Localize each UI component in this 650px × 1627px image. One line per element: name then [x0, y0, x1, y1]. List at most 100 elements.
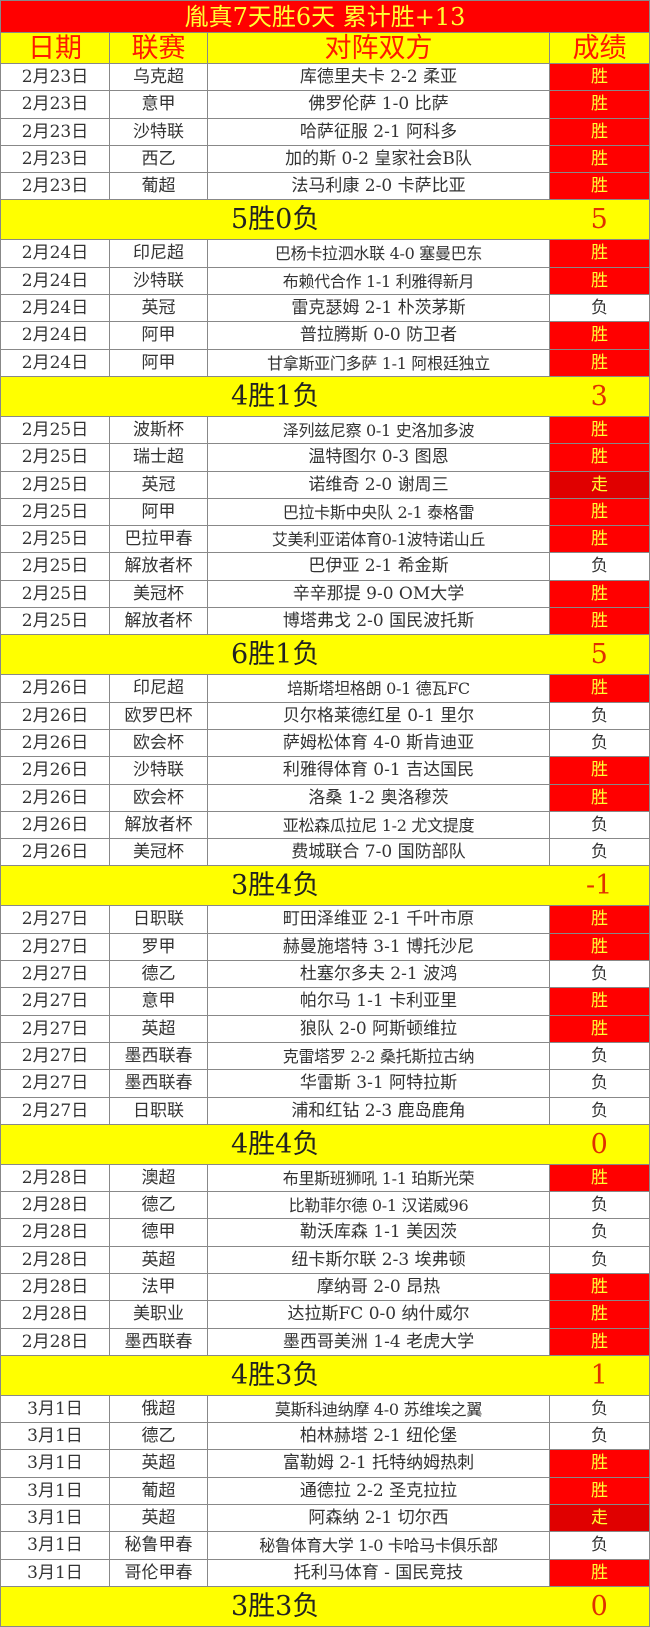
table-row: 2月23日 葡超 法马利康 2-0 卡萨比亚胜: [0, 173, 650, 201]
date-cell: 2月28日: [0, 1219, 110, 1246]
date-cell: 2月25日: [0, 526, 110, 553]
result-cell: 胜: [550, 118, 650, 145]
league-cell: 墨西联春: [110, 1328, 208, 1355]
summary-net: 3: [590, 380, 608, 412]
table-row: 2月23日 乌克超 库德里夫卡 2-2 柔亚胜: [0, 64, 650, 92]
result-cell: 胜: [550, 906, 650, 933]
date-cell: 2月26日: [0, 811, 110, 839]
result-cell: 负: [550, 1246, 650, 1273]
match-cell: 雷克瑟姆 2-1 朴茨茅斯: [208, 295, 550, 322]
table-row: 2月27日 意甲 帕尔马 1-1 卡利亚里胜: [0, 988, 650, 1016]
table-row: 2月23日 沙特联 哈萨征服 2-1 阿科多胜: [0, 118, 650, 146]
league-cell: 德乙: [110, 1423, 208, 1450]
league-cell: 日职联: [110, 1097, 208, 1124]
league-cell: 德乙: [110, 961, 208, 988]
match-cell: 博塔弗戈 2-0 国民波托斯: [208, 608, 550, 635]
match-cell: 秘鲁体育大学 1-0 卡哈马卡俱乐部: [208, 1532, 550, 1559]
summary-record: 4胜4负: [230, 1128, 320, 1160]
match-cell: 通德拉 2-2 圣克拉拉: [208, 1477, 550, 1505]
summary-record: 3胜4负: [230, 870, 320, 902]
summary-net: 1: [590, 1359, 608, 1391]
result-cell: 胜: [550, 416, 650, 444]
table-row: 2月27日 墨西联春 克雷塔罗 2-2 桑托斯拉古纳负: [0, 1042, 650, 1071]
header-league: 联赛: [110, 33, 208, 63]
league-cell: 美冠杯: [110, 580, 208, 608]
date-cell: 3月1日: [0, 1532, 110, 1559]
table-row: 2月26日 沙特联 利雅得体育 0-1 吉达国民胜: [0, 757, 650, 785]
table-row: 2月26日 欧会杯 萨姆松体育 4-0 斯肯迪亚负: [0, 729, 650, 758]
league-cell: 秘鲁甲春: [110, 1532, 208, 1559]
league-cell: 意甲: [110, 91, 208, 118]
result-cell: 胜: [550, 580, 650, 608]
result-cell: 负: [550, 1395, 650, 1423]
summary-net: 5: [590, 204, 608, 236]
result-cell: 负: [550, 1070, 650, 1097]
match-cell: 富勒姆 2-1 托特纳姆热刺: [208, 1450, 550, 1477]
match-cell: 杜塞尔多夫 2-1 波鸿: [208, 961, 550, 988]
result-cell: 胜: [550, 1559, 650, 1586]
league-cell: 解放者杯: [110, 811, 208, 839]
table-row: 2月25日 巴拉甲春 艾美利亚诺体育0-1波特诺山丘胜: [0, 526, 650, 554]
match-cell: 墨西哥美洲 1-4 老虎大学: [208, 1328, 550, 1355]
league-cell: 俄超: [110, 1395, 208, 1423]
match-cell: 艾美利亚诺体育0-1波特诺山丘: [208, 526, 550, 553]
match-cell: 托利马体育 - 国民竞技: [208, 1559, 550, 1586]
table-row: 3月1日 秘鲁甲春 秘鲁体育大学 1-0 卡哈马卡俱乐部负: [0, 1532, 650, 1560]
match-cell: 洛桑 1-2 奥洛穆茨: [208, 784, 550, 811]
result-cell: 胜: [550, 173, 650, 200]
result-cell: 负: [550, 961, 650, 988]
table-row: 2月23日 西乙 加的斯 0-2 皇家社会B队胜: [0, 145, 650, 174]
match-cell: 巴拉卡斯中央队 2-1 泰格雷: [208, 498, 550, 526]
table-row: 3月1日 葡超 通德拉 2-2 圣克拉拉胜: [0, 1477, 650, 1506]
date-cell: 2月23日: [0, 173, 110, 200]
league-cell: 英超: [110, 1246, 208, 1273]
table-row: 2月27日 墨西联春 华雷斯 3-1 阿特拉斯负: [0, 1070, 650, 1098]
match-cell: 克雷塔罗 2-2 桑托斯拉古纳: [208, 1042, 550, 1070]
match-cell: 加的斯 0-2 皇家社会B队: [208, 145, 550, 173]
table-row: 2月28日 墨西联春 墨西哥美洲 1-4 老虎大学胜: [0, 1328, 650, 1356]
league-cell: 阿甲: [110, 322, 208, 349]
summary-net: -1: [586, 870, 613, 902]
date-cell: 2月28日: [0, 1273, 110, 1301]
header-result: 成绩: [550, 33, 650, 63]
league-cell: 沙特联: [110, 118, 208, 145]
date-cell: 2月28日: [0, 1192, 110, 1219]
date-cell: 2月28日: [0, 1246, 110, 1273]
table-row: 3月1日 英超 阿森纳 2-1 切尔西走: [0, 1505, 650, 1533]
result-cell: 胜: [550, 91, 650, 118]
group-summary-row: 4胜3负 1: [0, 1355, 650, 1396]
result-cell: 负: [550, 1219, 650, 1246]
group-summary-row: 3胜3负 0: [0, 1586, 650, 1627]
summary-net: 0: [590, 1590, 608, 1622]
date-cell: 2月26日: [0, 729, 110, 757]
table-row: 2月26日 欧罗巴杯 贝尔格莱德红星 0-1 里尔负: [0, 702, 650, 730]
match-cell: 费城联合 7-0 国防部队: [208, 839, 550, 866]
table-row: 3月1日 英超 富勒姆 2-1 托特纳姆热刺胜: [0, 1450, 650, 1478]
result-cell: 胜: [550, 498, 650, 526]
match-cell: 摩纳哥 2-0 昂热: [208, 1273, 550, 1301]
date-cell: 2月26日: [0, 757, 110, 784]
league-cell: 解放者杯: [110, 608, 208, 635]
page-title: 胤真7天胜6天 累计胜+13: [0, 0, 650, 33]
league-cell: 英超: [110, 1505, 208, 1532]
match-cell: 比勒菲尔德 0-1 汉诺威96: [208, 1192, 550, 1219]
match-cell: 甘拿斯亚门多萨 1-1 阿根廷独立: [208, 349, 550, 376]
league-cell: 日职联: [110, 906, 208, 933]
date-cell: 2月26日: [0, 784, 110, 811]
date-cell: 2月24日: [0, 349, 110, 376]
date-cell: 2月23日: [0, 64, 110, 91]
result-cell: 负: [550, 1423, 650, 1450]
date-cell: 2月27日: [0, 1015, 110, 1042]
table-row: 2月25日 波斯杯 泽列兹尼察 0-1 史洛加多波胜: [0, 416, 650, 445]
result-cell: 负: [550, 1097, 650, 1124]
result-cell: 胜: [550, 267, 650, 295]
table-row: 2月25日 解放者杯 巴伊亚 2-1 希金斯负: [0, 553, 650, 581]
table-row: 2月26日 印尼超 培斯塔坦格朗 0-1 德瓦FC 胜: [0, 675, 650, 703]
league-cell: 英冠: [110, 471, 208, 498]
date-cell: 3月1日: [0, 1423, 110, 1450]
league-cell: 沙特联: [110, 267, 208, 295]
league-cell: 英冠: [110, 295, 208, 322]
summary-record: 4胜1负: [230, 380, 320, 412]
summary-net: 0: [590, 1128, 608, 1160]
result-cell: 胜: [550, 1328, 650, 1355]
